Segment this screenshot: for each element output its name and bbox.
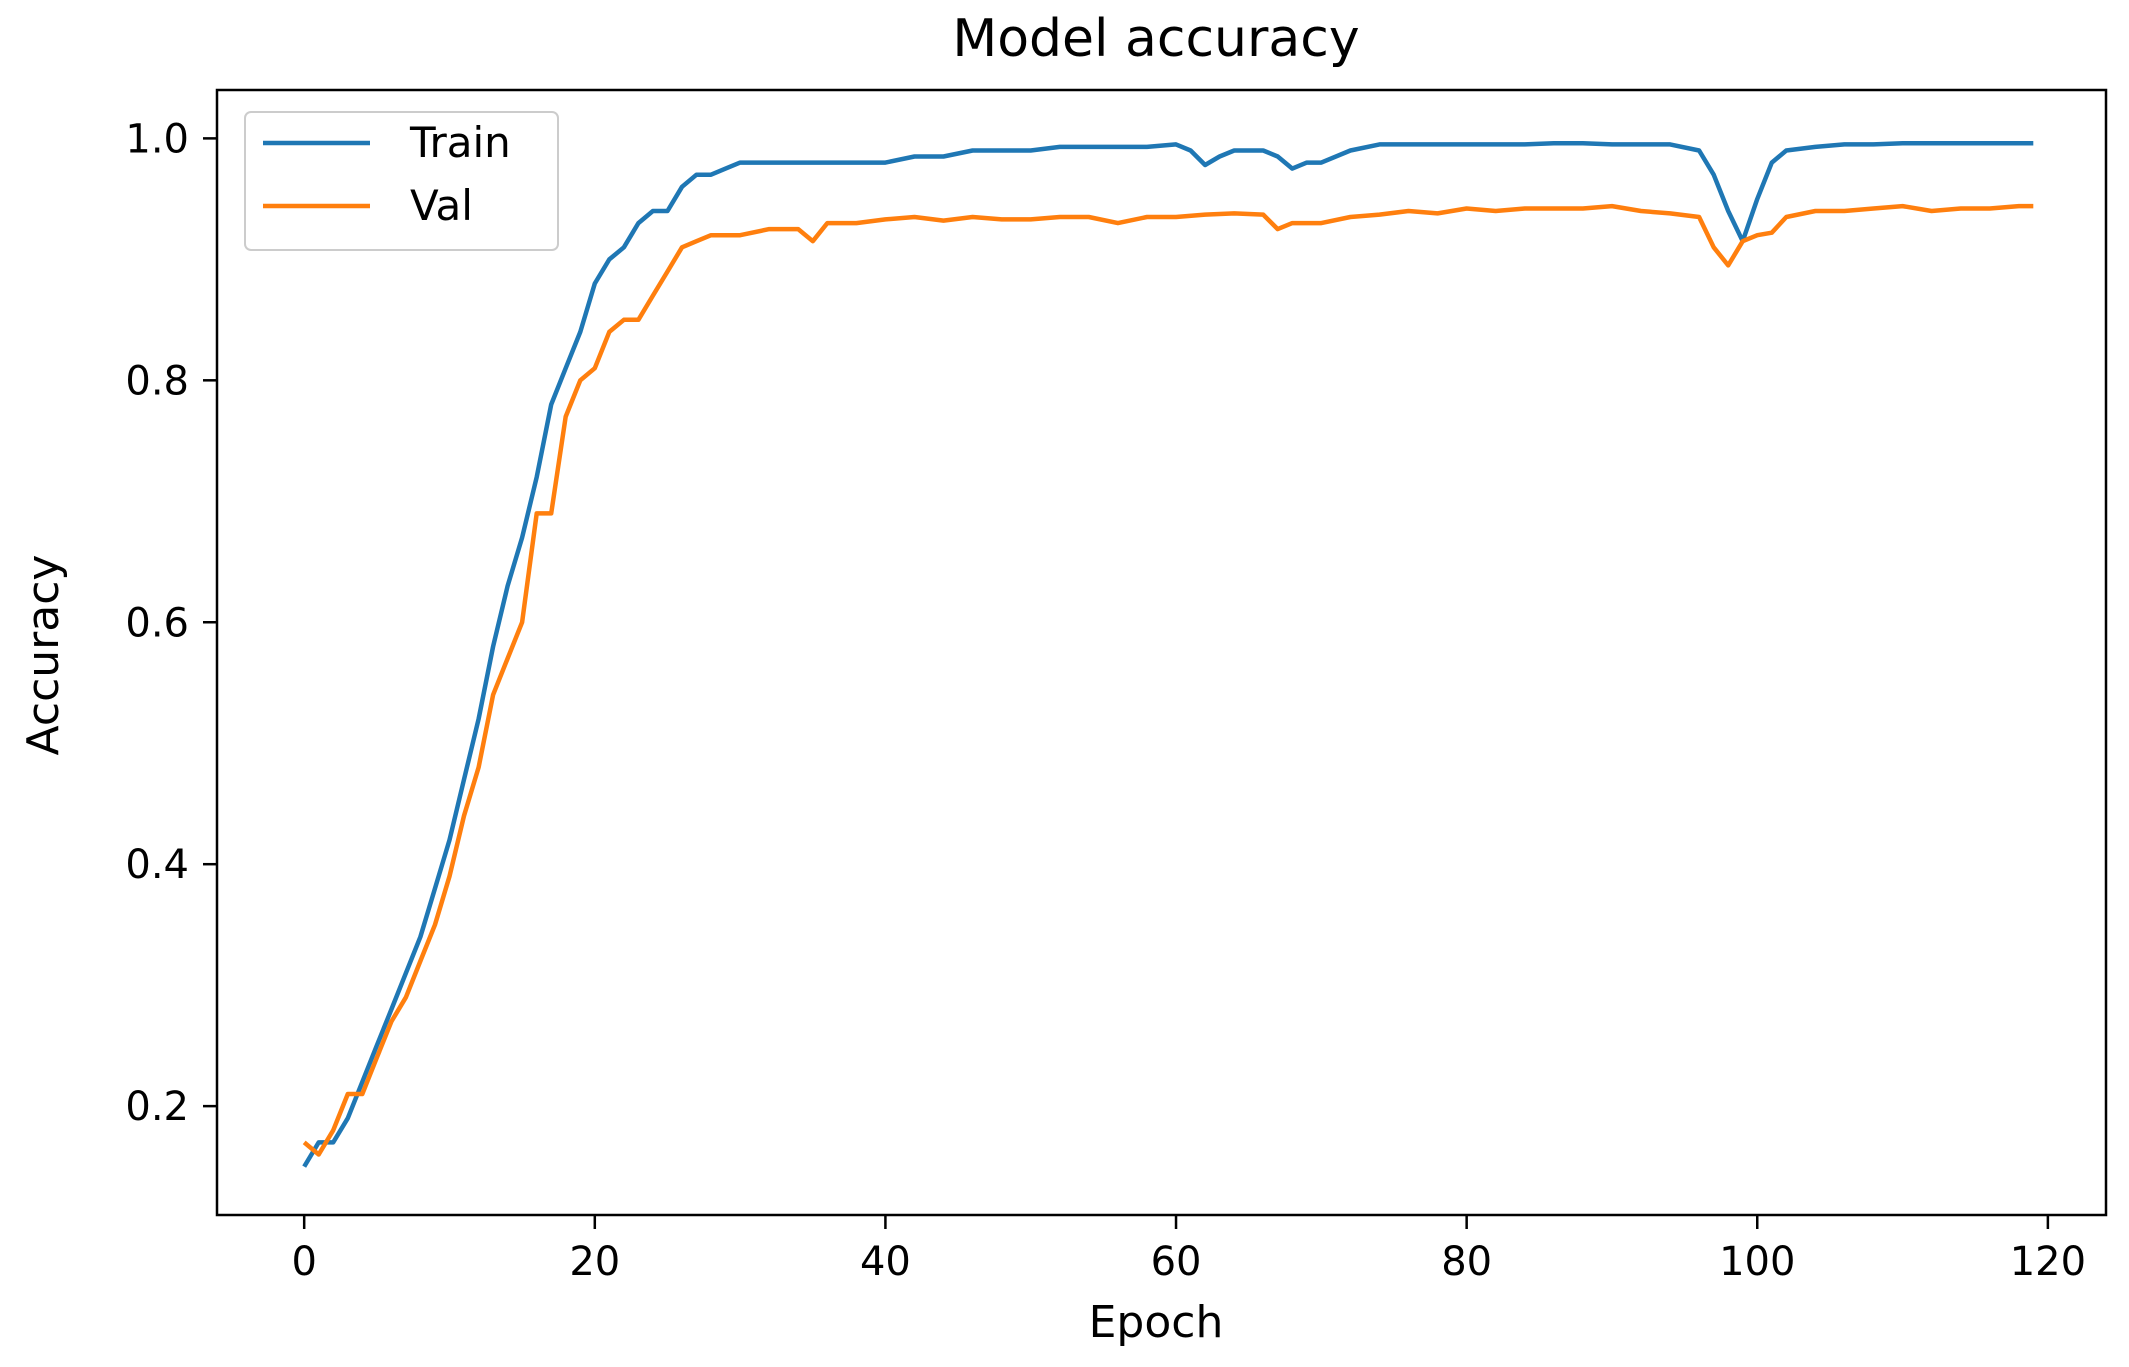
x-tick-label: 0: [291, 1239, 316, 1285]
legend: Train Val: [244, 111, 559, 251]
series-line-train: [302, 140, 2034, 1168]
y-axis-title: Accuracy: [18, 555, 69, 756]
x-axis: 0 20 40 60 80 100 120: [291, 1215, 2086, 1285]
y-axis: 0.2 0.4 0.6 0.8 1.0: [125, 116, 217, 1130]
y-tick-label: 0.8: [125, 358, 189, 404]
x-tick-label: 60: [1151, 1239, 1202, 1285]
x-axis-title: Epoch: [1089, 1297, 1224, 1348]
plot-area: [302, 140, 2034, 1168]
y-tick-label: 0.4: [125, 842, 189, 888]
legend-box: [244, 111, 559, 251]
x-tick-label: 80: [1441, 1239, 1492, 1285]
legend-label-train: Train: [409, 118, 511, 167]
y-tick-label: 0.2: [125, 1084, 189, 1130]
y-tick-label: 1.0: [125, 116, 189, 162]
x-tick-label: 20: [569, 1239, 620, 1285]
legend-label-val: Val: [410, 181, 473, 230]
chart-title: Model accuracy: [952, 9, 1359, 69]
series-line-val: [302, 203, 2034, 1157]
plot-frame: [215, 88, 2108, 1217]
x-tick-label: 120: [2010, 1239, 2086, 1285]
x-tick-label: 40: [860, 1239, 911, 1285]
y-tick-label: 0.6: [125, 600, 189, 646]
x-tick-label: 100: [1719, 1239, 1795, 1285]
